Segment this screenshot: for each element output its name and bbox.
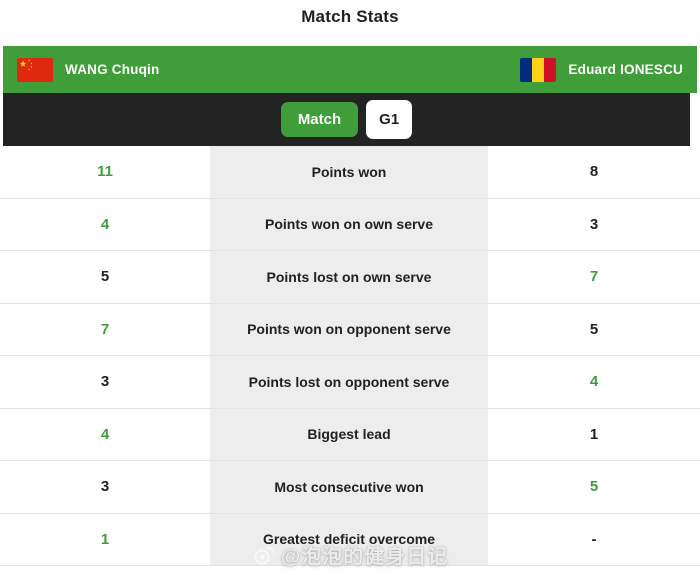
stat-label: Points won bbox=[311, 163, 387, 180]
table-row: 4 Biggest lead 1 bbox=[0, 408, 700, 461]
left-value: 4 bbox=[100, 215, 110, 233]
tab-g1[interactable]: G1 bbox=[366, 100, 413, 139]
right-value: - bbox=[591, 530, 597, 548]
left-value: 5 bbox=[100, 268, 110, 286]
right-value: 3 bbox=[589, 215, 599, 233]
table-row: 4 Points won on own serve 3 bbox=[0, 198, 700, 251]
left-value: 4 bbox=[100, 425, 110, 443]
right-value: 5 bbox=[589, 478, 599, 496]
stat-label: Greatest deficit overcome bbox=[263, 531, 435, 548]
left-value: 3 bbox=[100, 478, 110, 496]
right-value: 4 bbox=[589, 373, 599, 391]
stat-label: Points lost on opponent serve bbox=[248, 373, 450, 390]
player-left-name: WANG Chuqin bbox=[65, 62, 160, 77]
left-value: 11 bbox=[97, 163, 113, 181]
romania-flag-icon bbox=[520, 57, 557, 82]
left-value: 3 bbox=[100, 373, 110, 391]
stat-label: Most consecutive won bbox=[274, 478, 424, 495]
page-header: Match Stats bbox=[0, 0, 700, 46]
table-row: 3 Points lost on opponent serve 4 bbox=[0, 356, 700, 409]
table-row: 7 Points won on opponent serve 5 bbox=[0, 303, 700, 356]
player-right: Eduard IONESCU bbox=[520, 57, 683, 82]
tabs-bar: Match G1 bbox=[3, 93, 690, 146]
table-row: 1 Greatest deficit overcome - bbox=[0, 513, 700, 566]
right-value: 1 bbox=[589, 425, 599, 443]
stat-label: Points won on own serve bbox=[264, 216, 434, 233]
stats-table: 11 Points won 8 4 Points won on own serv… bbox=[0, 146, 700, 566]
stat-label: Points won on opponent serve bbox=[247, 321, 451, 338]
table-row: 11 Points won 8 bbox=[0, 146, 700, 199]
right-value: 8 bbox=[589, 163, 599, 181]
right-value: 5 bbox=[589, 320, 599, 338]
tab-match[interactable]: Match bbox=[280, 102, 359, 137]
left-value: 7 bbox=[100, 320, 110, 338]
player-right-name: Eduard IONESCU bbox=[568, 62, 683, 77]
china-flag-icon bbox=[17, 57, 53, 82]
table-row: 3 Most consecutive won 5 bbox=[0, 461, 700, 514]
stat-label: Points lost on own serve bbox=[266, 268, 432, 285]
player-left: WANG Chuqin bbox=[17, 57, 160, 82]
right-value: 7 bbox=[589, 268, 599, 286]
stat-label: Biggest lead bbox=[307, 426, 391, 443]
left-value: 1 bbox=[100, 530, 110, 548]
players-bar: WANG Chuqin Eduard IONESCU bbox=[3, 46, 697, 93]
table-row: 5 Points lost on own serve 7 bbox=[0, 251, 700, 304]
page-title: Match Stats bbox=[301, 7, 399, 26]
